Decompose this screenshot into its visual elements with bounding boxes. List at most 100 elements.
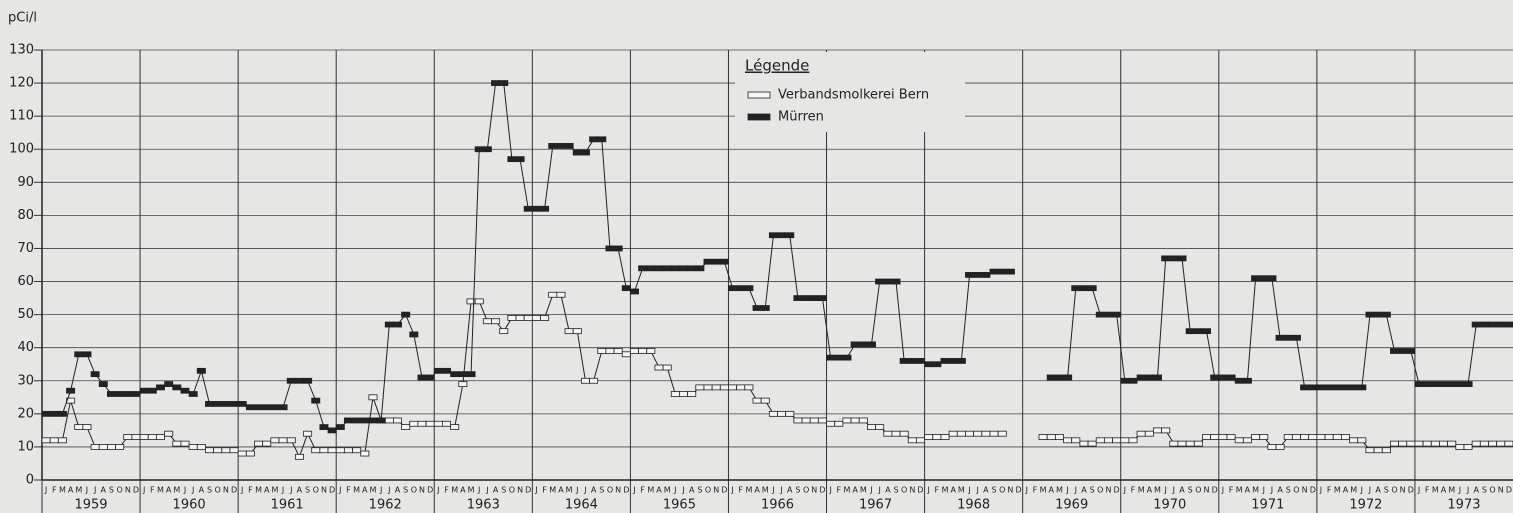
measurement-bar — [1365, 447, 1375, 454]
measurement-bar — [548, 143, 558, 149]
x-tick-label: A — [885, 486, 891, 495]
measurement-bar — [384, 417, 394, 424]
measurement-bar — [711, 258, 721, 265]
measurement-bar — [1455, 381, 1465, 387]
measurement-bar — [1471, 321, 1481, 328]
measurement-bar — [875, 424, 885, 430]
x-tick-label: O — [999, 486, 1005, 495]
x-tick-label: J — [1417, 486, 1420, 495]
x-tick-label: D — [329, 486, 335, 495]
x-tick-label: S — [599, 486, 604, 495]
x-tick-label: N — [1105, 486, 1111, 495]
measurement-bar — [262, 440, 272, 447]
measurement-bar — [319, 447, 329, 454]
measurement-bar — [1136, 430, 1146, 437]
measurement-bar — [123, 434, 133, 440]
x-tick-label: D — [1114, 486, 1120, 495]
measurement-bar — [286, 437, 296, 444]
measurement-bar — [965, 430, 975, 437]
x-tick-label: D — [1310, 486, 1316, 495]
measurement-bar — [327, 427, 337, 434]
measurement-bar — [303, 377, 313, 384]
measurement-bar — [924, 361, 934, 368]
measurement-bar — [744, 285, 754, 292]
year-label: 1960 — [173, 498, 206, 513]
measurement-bar — [82, 351, 92, 358]
measurement-bar — [531, 315, 541, 321]
measurement-bar — [875, 278, 885, 285]
measurement-bar — [891, 278, 901, 285]
measurement-bar — [630, 348, 639, 354]
x-tick-label: M — [468, 486, 475, 495]
measurement-bar — [245, 404, 255, 411]
measurement-bar — [638, 265, 648, 272]
year-label: 1969 — [1055, 498, 1088, 513]
measurement-bar — [916, 437, 926, 444]
measurement-bar — [1275, 444, 1285, 450]
measurement-bar — [613, 245, 623, 252]
year-label: 1962 — [369, 498, 402, 513]
measurement-bar — [188, 391, 198, 397]
measurement-bar — [556, 291, 566, 298]
x-tick-label: J — [534, 486, 537, 495]
x-tick-label: N — [1302, 486, 1308, 495]
measurement-bar — [907, 358, 917, 364]
x-tick-label: F — [52, 486, 57, 495]
x-tick-label: S — [305, 486, 310, 495]
measurement-bar — [916, 358, 926, 364]
measurement-bar — [474, 298, 484, 305]
x-tick-label: F — [248, 486, 253, 495]
measurement-bar — [1488, 321, 1498, 328]
measurement-bar — [858, 341, 868, 348]
x-tick-label: F — [640, 486, 645, 495]
x-tick-label: J — [1164, 486, 1167, 495]
measurement-bar — [728, 384, 738, 391]
measurement-bar — [1283, 334, 1293, 341]
measurement-bar — [164, 430, 174, 437]
measurement-bar — [229, 447, 239, 454]
x-tick-label: M — [745, 486, 752, 495]
measurement-bar — [768, 232, 778, 239]
x-tick-label: M — [566, 486, 573, 495]
measurement-bar — [899, 430, 909, 437]
measurement-bar — [973, 430, 983, 437]
measurement-bar — [294, 377, 304, 384]
measurement-bar — [1414, 440, 1424, 447]
measurement-bar — [196, 444, 206, 450]
measurement-bar — [458, 371, 468, 378]
x-tick-label: N — [1204, 486, 1210, 495]
measurement-bar — [491, 80, 501, 86]
x-tick-label: A — [983, 486, 989, 495]
x-tick-label: A — [1441, 486, 1447, 495]
measurement-bar — [1046, 434, 1056, 440]
measurement-bar — [670, 265, 680, 272]
measurement-bar — [646, 348, 656, 354]
measurement-bar — [801, 295, 811, 301]
measurement-bar — [817, 295, 827, 301]
measurement-bar — [850, 417, 860, 424]
measurement-bar — [695, 384, 705, 391]
x-tick-label: M — [370, 486, 377, 495]
x-tick-label: D — [231, 486, 237, 495]
x-tick-label: J — [93, 486, 96, 495]
x-tick-label: J — [1458, 486, 1461, 495]
measurement-bar — [1054, 434, 1064, 440]
x-tick-label: A — [264, 486, 270, 495]
measurement-bar — [752, 397, 762, 404]
measurement-bar — [172, 440, 182, 447]
x-tick-label: D — [917, 486, 923, 495]
x-tick-label: N — [223, 486, 229, 495]
measurement-bar — [352, 447, 362, 454]
measurement-bar — [580, 377, 590, 384]
x-tick-label: N — [1400, 486, 1406, 495]
x-tick-label: J — [828, 486, 831, 495]
measurement-bar — [1087, 440, 1097, 447]
x-tick-label: A — [101, 486, 107, 495]
measurement-bar — [605, 348, 615, 354]
x-tick-label: A — [493, 486, 499, 495]
x-tick-label: J — [1360, 486, 1363, 495]
x-tick-label: M — [647, 486, 654, 495]
measurement-bar — [597, 136, 607, 143]
measurement-bar — [49, 410, 59, 417]
measurement-bar — [866, 424, 876, 430]
